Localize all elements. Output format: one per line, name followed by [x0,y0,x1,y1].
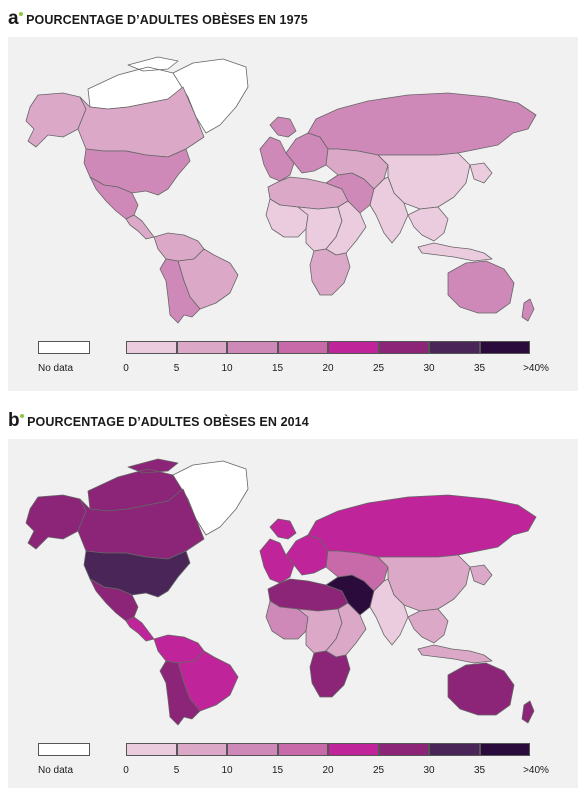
panel-a-title: POURCENTAGE D’ADULTES OBÈSES EN 1975 [26,13,308,27]
region-australia [447,260,515,314]
panel-a-nodata-label: No data [38,363,74,374]
region-indonesia [417,242,493,262]
legend-swatch-5 [378,341,429,354]
region-india [369,176,409,244]
region-central-america [125,616,155,642]
legend-swatch-7 [479,341,530,354]
legend-tick-8: >40% [523,765,549,776]
region-russia [307,92,537,156]
panel-a-dot-icon [19,12,24,16]
region-canada [77,86,205,158]
region-new-zealand [521,700,535,724]
legend-tick-7: 35 [473,363,486,374]
legend-swatch-6 [429,743,480,756]
region-west-africa [265,600,309,640]
region-alaska [25,92,87,148]
panel-a-letter: a [8,8,24,30]
region-southern-africa [309,248,351,296]
region-southeast-asia [407,564,493,644]
legend-tick-0: 0 [123,363,129,374]
legend-swatch-7 [479,743,530,756]
legend-tick-3: 15 [271,363,284,374]
region-south-america-south [159,258,201,324]
region-southeast-asia [407,162,493,242]
legend-swatch-3 [277,743,328,756]
legend-tick-7: 35 [473,765,486,776]
legend-swatch-3 [277,341,328,354]
panel-b-nodata-label: No data [38,765,74,776]
legend-tick-2: 10 [221,765,233,776]
legend-tick-5: 25 [372,765,385,776]
panel-b-dot-icon [20,414,25,418]
region-west-africa [265,198,309,238]
panel-b-nodata-swatch [38,743,90,756]
legend-swatch-1 [176,341,227,354]
legend-swatch-5 [378,743,429,756]
legend-tick-3: 15 [271,765,284,776]
legend-tick-2: 10 [221,363,233,374]
panel-a-header: a POURCENTAGE D’ADULTES OBÈSES EN 1975 [8,8,308,30]
legend-tick-0: 0 [123,765,129,776]
legend-tick-6: 30 [423,765,435,776]
region-indonesia [417,644,493,664]
panel-b-header: b POURCENTAGE D’ADULTES OBÈSES EN 2014 [8,410,309,432]
legend-tick-4: 20 [322,363,334,374]
region-south-america-south [159,660,201,726]
region-central-america [125,214,155,240]
region-india [369,578,409,646]
region-western-europe [259,116,297,182]
panel-b-letter: b [8,410,25,432]
legend-tick-4: 20 [322,765,334,776]
region-alaska [25,494,87,550]
region-australia [447,662,515,716]
panel-b-world-map [25,458,537,726]
legend-swatch-1 [176,743,227,756]
region-russia [307,494,537,558]
legend-swatch-0 [126,341,177,354]
panel-b-legend-bar [126,743,530,756]
panel-b-map-frame: No data 0 5 10 15 20 25 30 35 >40% [8,439,578,788]
legend-swatch-0 [126,743,177,756]
legend-tick-1: 5 [173,363,180,374]
legend-swatch-2 [227,341,278,354]
region-southern-africa [309,650,351,698]
region-new-zealand [521,298,535,322]
panel-a-legend-bar [126,341,530,354]
panel-a-map-frame: No data 0 5 10 15 20 25 30 35 >40% [8,37,578,391]
legend-tick-8: >40% [523,363,549,374]
legend-swatch-2 [227,743,278,756]
legend-tick-1: 5 [173,765,180,776]
legend-tick-5: 25 [372,363,385,374]
panel-b-title: POURCENTAGE D’ADULTES OBÈSES EN 2014 [27,415,309,429]
legend-swatch-4 [328,743,379,756]
panel-a-world-map [25,56,537,324]
legend-swatch-6 [429,341,480,354]
region-western-europe [259,518,297,584]
panel-a-nodata-swatch [38,341,90,354]
region-canada [77,488,205,560]
legend-swatch-4 [328,341,379,354]
legend-tick-6: 30 [423,363,435,374]
